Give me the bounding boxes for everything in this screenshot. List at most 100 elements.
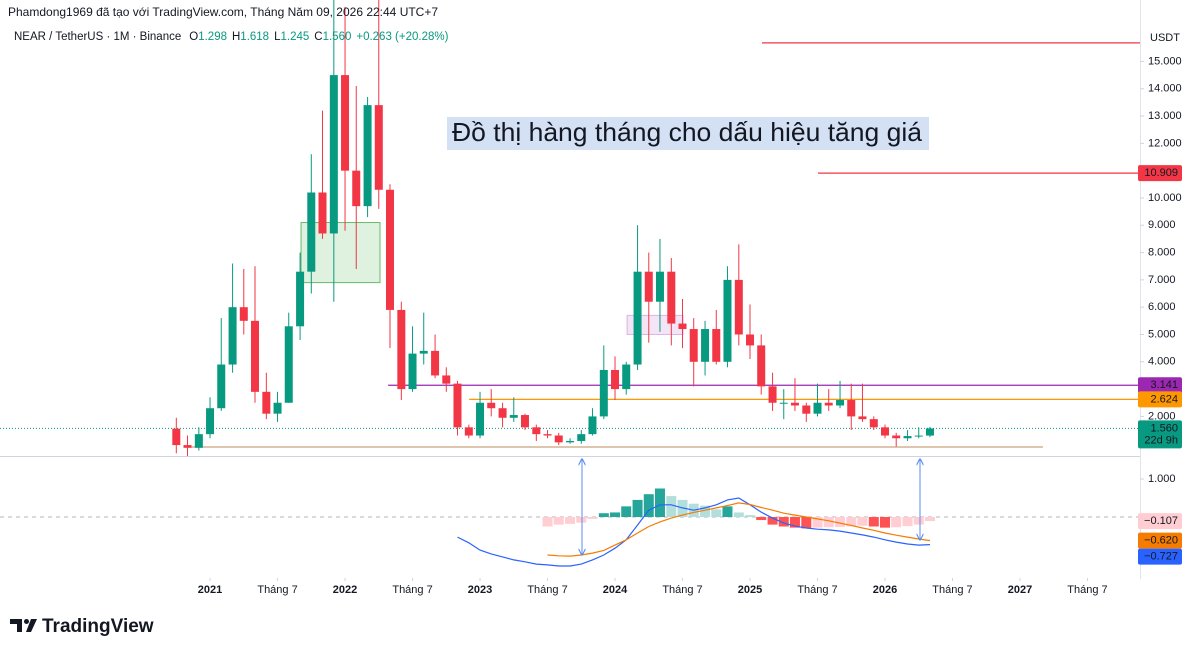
candle-body — [734, 279, 743, 335]
credit: Phamdong1969 đã tạo với TradingView.com,… — [8, 5, 438, 19]
histogram-bar — [778, 517, 789, 527]
candle-body — [408, 353, 417, 390]
ohlc-label: O — [189, 31, 198, 43]
histogram-bar — [902, 517, 913, 527]
price-tag-label: −0.107 — [1144, 515, 1178, 527]
candle-body — [689, 329, 698, 362]
candle-body — [464, 427, 473, 436]
candle-body — [599, 369, 608, 417]
histogram-bar — [643, 494, 654, 517]
logo-mark — [24, 619, 29, 624]
histogram-bar — [565, 517, 576, 524]
candle-body — [307, 192, 316, 272]
price-tag-label: 10.909 — [1144, 167, 1178, 179]
candle-body — [228, 307, 237, 365]
ohlc-label: C — [314, 31, 322, 43]
y-tick-label: 13.000 — [1148, 110, 1182, 122]
candle-body — [217, 364, 226, 409]
candle-body — [498, 408, 507, 418]
candle-body — [655, 271, 664, 302]
candle-body — [633, 271, 642, 365]
candle-body — [768, 386, 777, 403]
candle-body — [453, 383, 462, 428]
candle-body — [273, 402, 282, 414]
candle-body — [341, 75, 350, 171]
histogram-bar — [756, 517, 767, 521]
candle-body — [262, 391, 271, 414]
y-tick-label: 5.000 — [1148, 328, 1176, 340]
annotation: Đồ thị hàng tháng cho dấu hiệu tăng giá — [452, 117, 923, 147]
histogram-bar — [846, 517, 857, 527]
candle-body — [363, 105, 372, 207]
x-tick-label: 2027 — [1008, 584, 1032, 596]
histogram-bar — [801, 517, 812, 529]
candle-body — [824, 402, 833, 406]
y-tick-label: 8.000 — [1148, 246, 1176, 258]
histogram-bar — [835, 517, 846, 527]
histogram-bar — [632, 499, 643, 517]
histogram-bar — [666, 496, 677, 517]
histogram-bar — [789, 517, 800, 528]
candle-body — [881, 427, 890, 436]
candle-body — [566, 440, 575, 443]
candle-body — [318, 192, 327, 234]
symbol-legend: NEAR / TetherUS · 1M · Binance O1.298 H1.6… — [14, 31, 449, 43]
candle-body — [588, 416, 597, 435]
candle-body — [678, 323, 687, 330]
candle-body — [644, 271, 653, 302]
histogram-bar — [700, 505, 711, 517]
histogram-bar — [711, 509, 722, 517]
logo-mark — [10, 619, 22, 632]
brand: TradingView — [42, 616, 154, 637]
candle-body — [239, 307, 248, 321]
histogram-bar — [823, 517, 834, 528]
x-tick-label: 2023 — [468, 584, 492, 596]
candle-body — [925, 428, 934, 436]
x-tick-label: Tháng 7 — [932, 584, 972, 596]
candle-body — [329, 75, 338, 234]
candle-body — [419, 350, 428, 354]
price-tag-label: 2.624 — [1150, 393, 1178, 405]
price-tag — [1138, 420, 1182, 449]
candle-body — [869, 419, 878, 428]
candle-body — [701, 329, 710, 362]
candle-body — [813, 402, 822, 414]
x-tick-label: 2024 — [603, 584, 628, 596]
histogram-bar — [542, 517, 553, 527]
candle-body — [611, 369, 620, 390]
candle-body — [183, 445, 192, 448]
candle-body — [622, 364, 631, 390]
y-tick-label: 15.000 — [1148, 55, 1182, 67]
candle-body — [790, 402, 799, 406]
candle-body — [914, 435, 923, 437]
histogram-bar — [576, 517, 587, 523]
candle-body — [847, 400, 856, 417]
candle-body — [250, 320, 259, 392]
candle-body — [554, 435, 563, 443]
candle-body — [802, 405, 811, 414]
x-tick-label: 2025 — [738, 584, 762, 596]
ohlc-label: H — [232, 31, 240, 43]
price-tag-label: 1.560 — [1150, 422, 1178, 434]
histogram-bar — [722, 506, 733, 517]
candle-body — [757, 345, 766, 387]
candle-body — [397, 309, 406, 390]
candle-body — [296, 271, 305, 327]
candle-body — [723, 279, 732, 362]
candle-body — [374, 105, 383, 190]
price-tag — [1138, 548, 1182, 565]
candle-body — [284, 326, 293, 403]
x-tick-label: Tháng 7 — [527, 584, 567, 596]
y-tick-label: 10.000 — [1148, 192, 1182, 204]
x-tick-label: Tháng 7 — [797, 584, 837, 596]
histogram-bar — [857, 517, 868, 526]
y-tick-label: 7.000 — [1148, 274, 1176, 286]
histogram-bar — [891, 517, 902, 528]
candle-body — [712, 329, 721, 362]
histogram-bar — [767, 517, 778, 525]
histogram-bar — [733, 512, 744, 517]
histogram-bar — [598, 513, 609, 517]
y-tick-label: 14.000 — [1148, 83, 1182, 95]
